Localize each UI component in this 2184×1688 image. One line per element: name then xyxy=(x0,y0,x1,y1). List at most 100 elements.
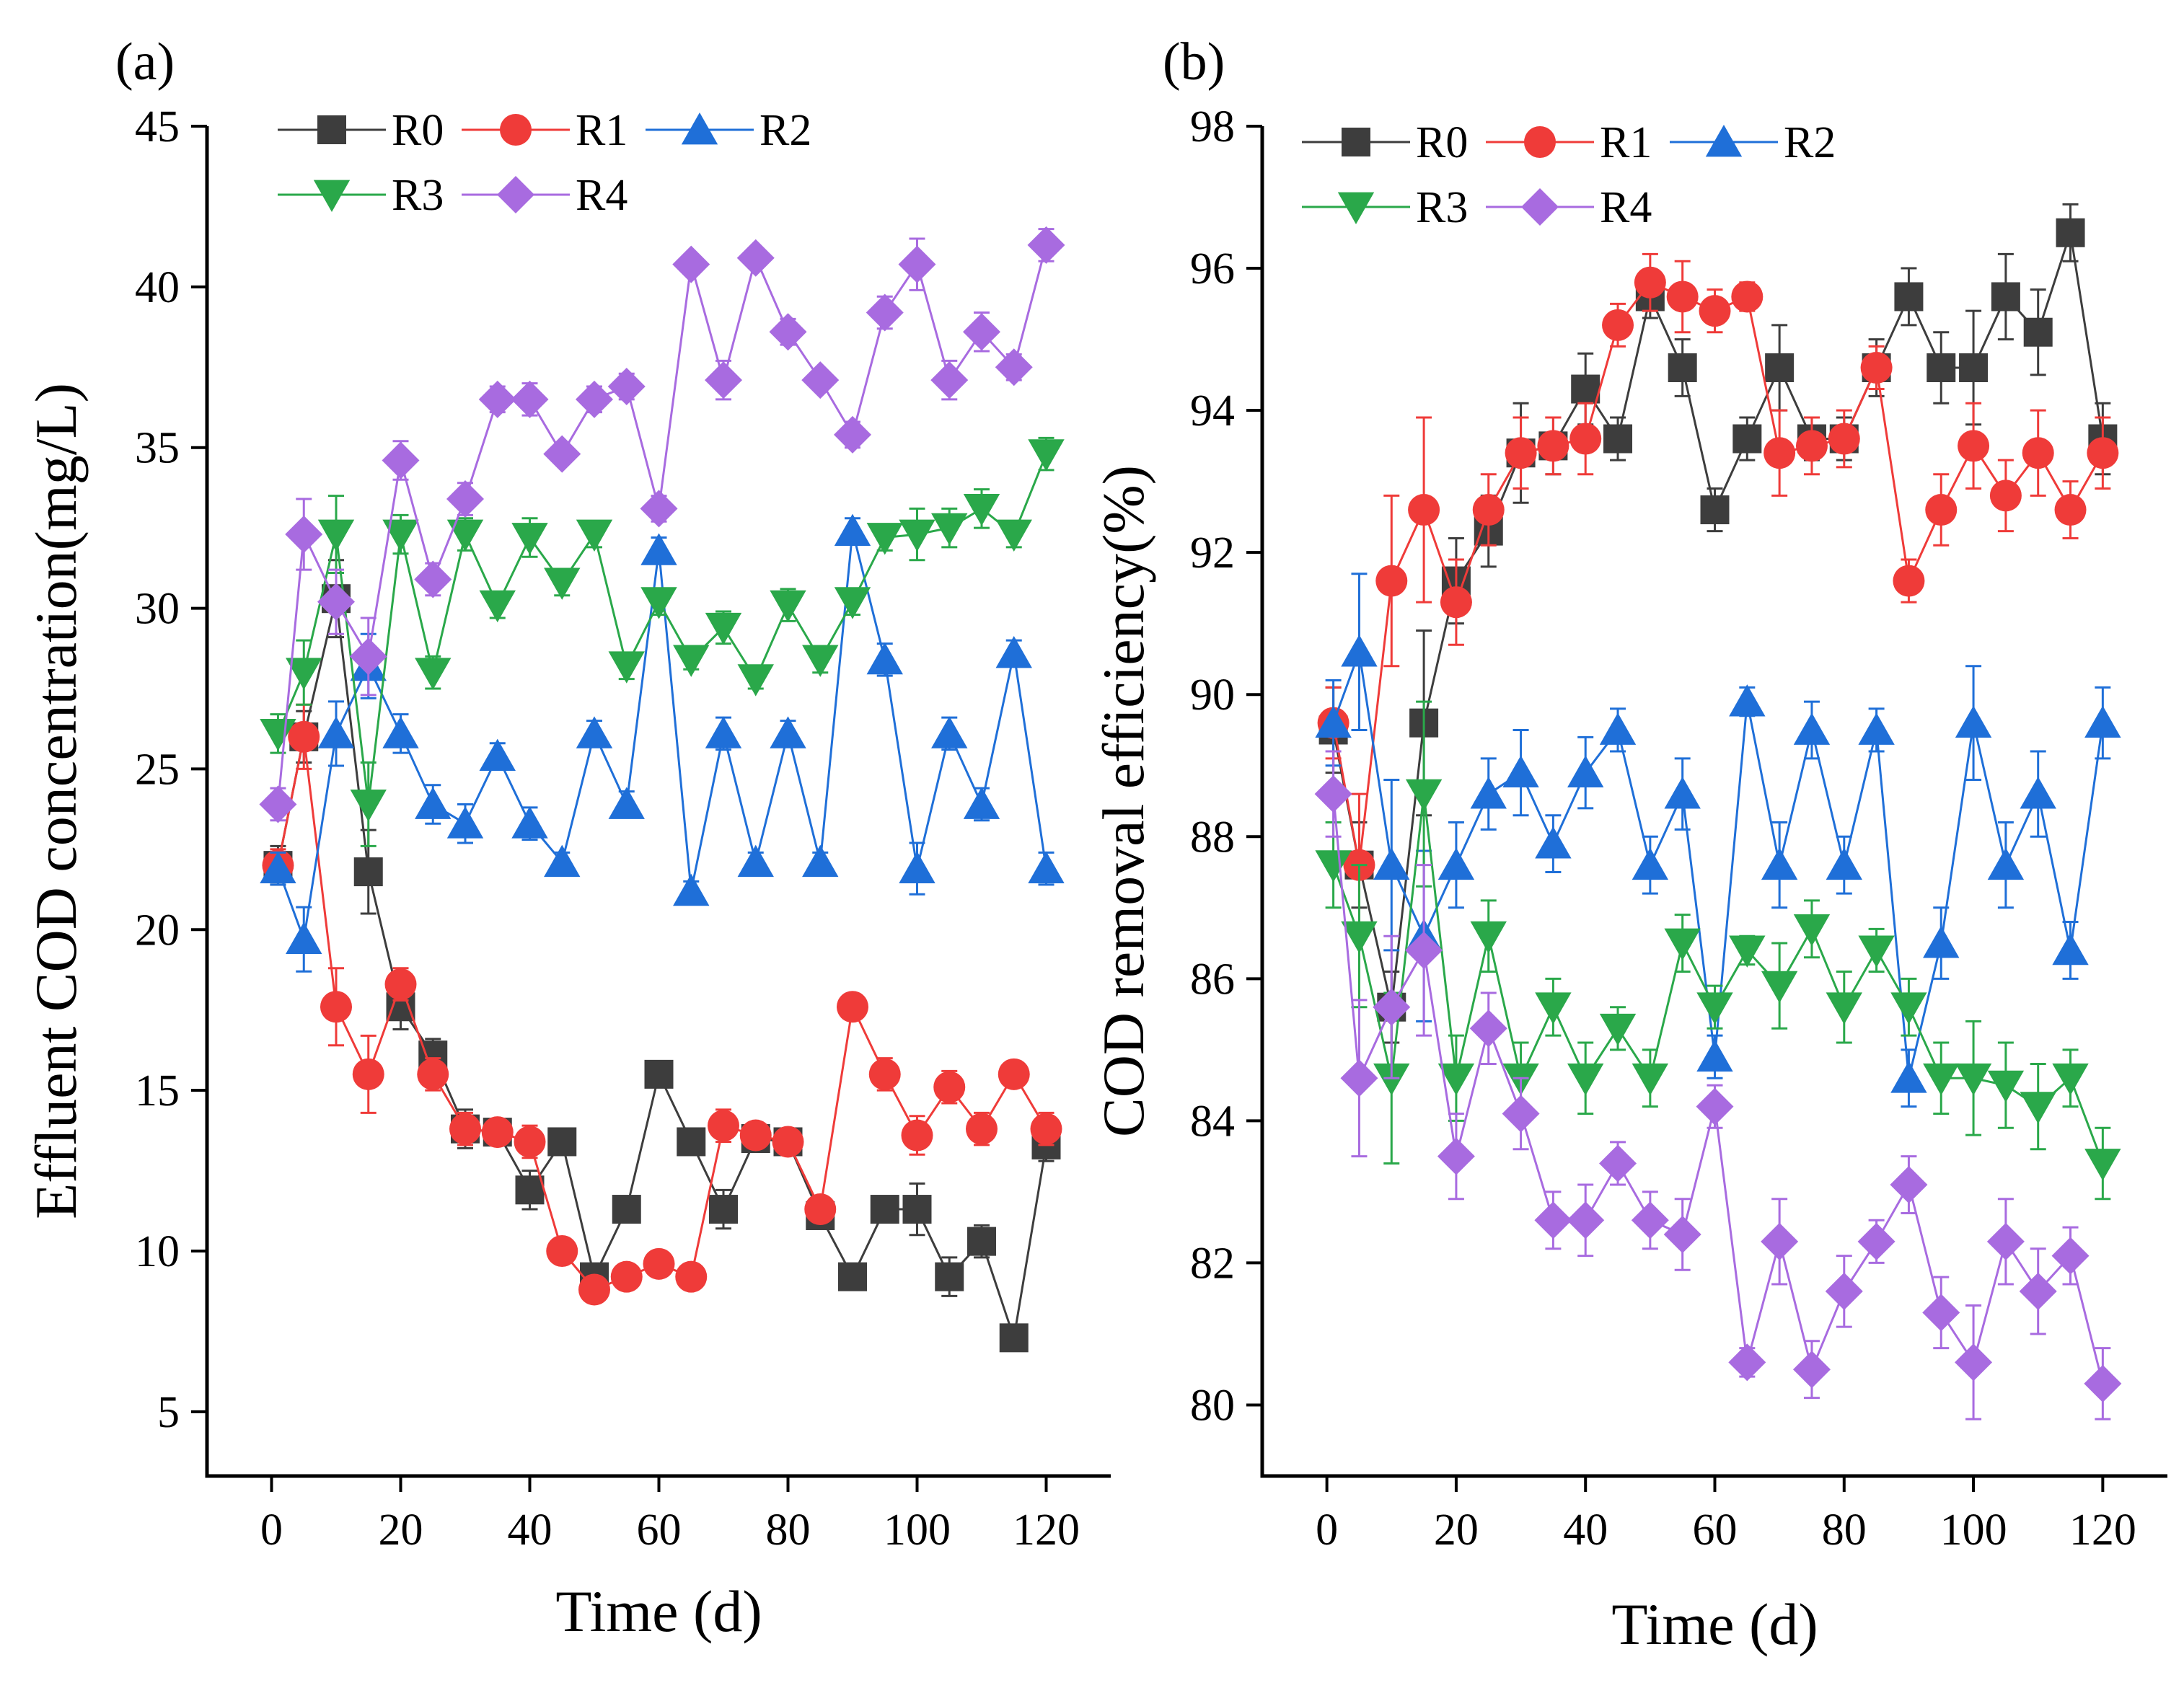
data-point xyxy=(1634,266,1666,299)
data-point xyxy=(1030,1113,1062,1145)
data-point xyxy=(1470,777,1507,809)
data-point xyxy=(317,519,355,552)
data-point xyxy=(804,1193,837,1226)
data-point xyxy=(286,922,322,955)
data-point xyxy=(1632,847,1669,880)
data-point xyxy=(999,1323,1029,1353)
data-point xyxy=(1959,353,1989,382)
series-line xyxy=(1332,232,2104,1008)
data-point xyxy=(1405,779,1443,812)
y-axis-title: Effluent COD concentration(mg/L) xyxy=(23,383,89,1219)
y-tick-label: 40 xyxy=(135,263,180,312)
data-point xyxy=(1535,826,1572,859)
data-point xyxy=(1602,309,1634,341)
data-point xyxy=(963,787,1000,819)
data-point xyxy=(382,441,420,480)
data-point xyxy=(260,719,296,751)
y-tick-label: 15 xyxy=(135,1066,180,1115)
x-tick-label: 120 xyxy=(1013,1506,1080,1555)
x-axis-title: Time (d) xyxy=(1611,1591,1818,1657)
data-point xyxy=(2056,218,2085,247)
x-tick-label: 120 xyxy=(2069,1506,2136,1555)
data-point xyxy=(544,844,581,878)
data-point xyxy=(479,590,516,623)
data-point xyxy=(802,844,839,878)
data-point xyxy=(1828,423,1860,455)
data-point xyxy=(640,587,677,619)
data-point xyxy=(1857,1222,1895,1260)
data-point xyxy=(514,1126,546,1158)
data-point xyxy=(1955,705,1992,738)
data-point xyxy=(1664,928,1701,961)
data-point xyxy=(1664,777,1701,809)
data-point xyxy=(2022,437,2054,469)
data-point xyxy=(479,738,516,771)
legend-label: R2 xyxy=(1784,118,1836,167)
data-point xyxy=(1923,1063,1960,1096)
y-axis-title: COD removal efficiency(%) xyxy=(1091,465,1156,1137)
data-point xyxy=(1958,430,1990,462)
legend-label: R0 xyxy=(1416,118,1468,167)
legend-label: R1 xyxy=(576,106,628,155)
x-tick-label: 60 xyxy=(1693,1506,1738,1555)
data-point xyxy=(930,361,969,399)
data-point xyxy=(1991,282,2020,311)
data-point xyxy=(866,642,903,675)
data-point xyxy=(382,716,419,748)
data-point xyxy=(705,716,742,748)
data-point xyxy=(288,720,320,753)
y-tick-label: 94 xyxy=(1190,386,1235,436)
data-point xyxy=(1955,1063,1992,1096)
data-point xyxy=(2023,317,2053,347)
data-point xyxy=(739,1119,772,1152)
data-point xyxy=(1315,850,1352,883)
data-point xyxy=(931,716,968,748)
data-point xyxy=(1340,1059,1378,1097)
data-point xyxy=(1923,926,1960,958)
data-point xyxy=(353,857,383,887)
data-point xyxy=(931,513,968,546)
data-point xyxy=(1925,494,1958,526)
data-point xyxy=(705,612,742,645)
data-point xyxy=(1567,1201,1605,1240)
data-point xyxy=(1826,992,1862,1025)
data-point xyxy=(578,1273,610,1306)
data-point xyxy=(1858,712,1895,745)
data-point xyxy=(1028,851,1065,883)
y-tick-label: 30 xyxy=(135,585,180,634)
data-point xyxy=(1599,712,1637,745)
data-point xyxy=(511,380,549,418)
data-point xyxy=(1028,439,1065,472)
data-point xyxy=(1732,424,1762,454)
data-point xyxy=(898,245,936,283)
data-point xyxy=(995,635,1032,668)
legend-marker xyxy=(1705,125,1743,157)
series-R1 xyxy=(262,703,1062,1306)
data-point xyxy=(643,1247,675,1280)
x-tick-label: 20 xyxy=(1434,1506,1479,1555)
data-point xyxy=(317,583,355,621)
legend-label: R1 xyxy=(1600,118,1652,167)
data-point xyxy=(2020,777,2056,809)
data-point xyxy=(870,1195,899,1224)
data-point xyxy=(2051,1237,2090,1275)
data-point xyxy=(1375,565,1408,597)
legend-label: R2 xyxy=(759,106,811,155)
data-point xyxy=(1986,1222,2025,1260)
data-point xyxy=(902,1195,932,1224)
data-point xyxy=(1469,1009,1507,1048)
data-point xyxy=(967,1227,996,1256)
data-point xyxy=(1761,847,1798,880)
data-point xyxy=(1632,1063,1669,1096)
data-point xyxy=(1890,1061,1927,1093)
data-point xyxy=(2084,1149,2121,1181)
data-point xyxy=(1535,992,1572,1025)
data-point xyxy=(672,245,710,283)
x-tick-label: 40 xyxy=(508,1506,552,1555)
data-point xyxy=(349,637,387,676)
data-point xyxy=(515,1175,545,1205)
data-point xyxy=(2084,1364,2122,1402)
y-tick-label: 90 xyxy=(1190,671,1235,720)
data-point xyxy=(1696,992,1733,1025)
